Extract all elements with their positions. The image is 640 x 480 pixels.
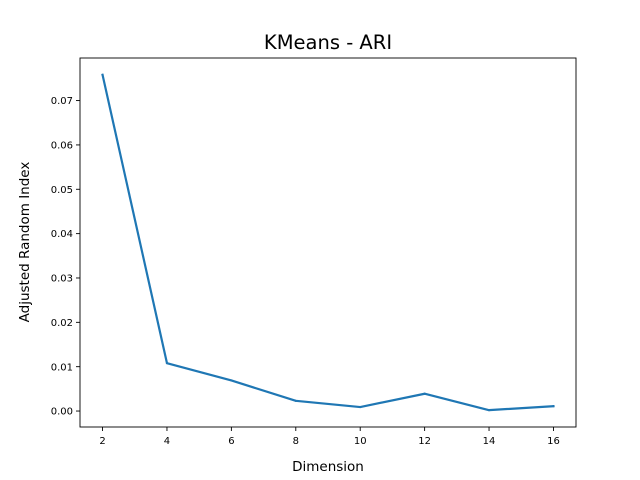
data-point-0-1 — [165, 362, 169, 365]
y-axis-label: Adjusted Random Index — [17, 162, 33, 323]
data-point-0-6 — [487, 409, 491, 412]
y-tick-label-6: 0.06 — [51, 141, 73, 152]
x-tick-label-1: 4 — [164, 436, 170, 447]
x-tick-label-7: 16 — [547, 436, 560, 447]
x-tick-label-2: 6 — [228, 436, 234, 447]
data-point-0-3 — [294, 399, 297, 402]
y-tick-label-7: 0.07 — [51, 96, 73, 107]
y-tick-label-5: 0.05 — [51, 185, 73, 196]
plot-area: 2 4 6 8 10 12 14 16 0.00 0.01 0.02 0.03 0.04 0.05 0.06… — [51, 57, 577, 447]
y-tick-label-1: 0.01 — [51, 362, 73, 373]
axes-frame — [79, 57, 577, 428]
x-tick-label-0: 2 — [99, 436, 105, 447]
data-point-0-0 — [101, 73, 104, 76]
y-tick-label-2: 0.02 — [51, 318, 73, 329]
y-tick-label-4: 0.04 — [51, 229, 73, 240]
data-point-0-4 — [359, 405, 362, 409]
series-line-0 — [101, 73, 555, 412]
x-tick-label-3: 8 — [293, 436, 299, 447]
x-tick-label-4: 10 — [354, 436, 367, 447]
x-tick-label-6: 14 — [483, 436, 496, 447]
data-point-0-7 — [552, 405, 555, 408]
data-point-0-2 — [230, 379, 233, 382]
data-point-0-5 — [423, 392, 426, 395]
y-tick-label-0: 0.00 — [51, 407, 73, 418]
chart-title: KMeans - ARI — [264, 31, 392, 54]
x-tick-label-5: 12 — [418, 436, 431, 447]
y-tick-label-3: 0.03 — [51, 274, 73, 285]
x-axis-label: Dimension — [292, 459, 364, 475]
